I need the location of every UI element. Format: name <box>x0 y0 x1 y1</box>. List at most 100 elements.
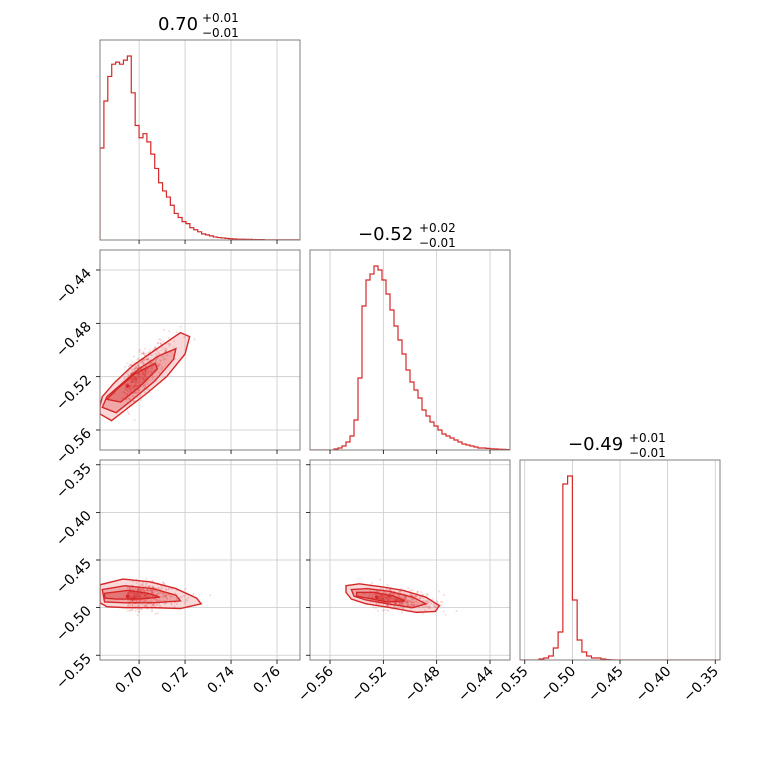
scatter-point <box>388 598 391 601</box>
scatter-point <box>140 360 143 363</box>
scatter-point <box>136 385 139 388</box>
scatter-point <box>132 377 135 380</box>
scatter-point <box>444 613 447 616</box>
scatter-point <box>159 342 162 345</box>
scatter-point <box>158 362 161 365</box>
scatter-point <box>404 598 407 601</box>
scatter-point <box>132 595 135 598</box>
scatter-point <box>425 600 428 603</box>
scatter-point <box>143 590 146 593</box>
scatter-point <box>130 363 133 366</box>
scatter-point <box>145 368 148 371</box>
scatter-point <box>132 378 135 381</box>
scatter-point <box>389 599 392 602</box>
scatter-point <box>155 599 158 602</box>
scatter-point <box>137 389 140 392</box>
scatter-point <box>129 389 132 392</box>
scatter-point <box>391 592 394 595</box>
scatter-point <box>382 596 385 599</box>
scatter-point <box>135 592 138 595</box>
scatter-point <box>155 603 158 606</box>
scatter-point <box>158 371 161 374</box>
scatter-point <box>144 604 147 607</box>
scatter-point <box>383 608 386 611</box>
scatter-point <box>389 597 392 600</box>
scatter-point <box>163 582 166 585</box>
scatter-point <box>145 358 148 361</box>
scatter-point <box>149 600 152 603</box>
scatter-point <box>136 366 139 369</box>
scatter-point <box>424 605 427 608</box>
scatter-point <box>160 368 163 371</box>
scatter-point <box>369 589 372 592</box>
scatter-point <box>141 595 144 598</box>
scatter-point <box>414 595 417 598</box>
scatter-point <box>192 592 195 595</box>
scatter-point <box>128 593 131 596</box>
scatter-point <box>137 610 140 613</box>
scatter-point <box>165 597 168 600</box>
scatter-point <box>408 603 411 606</box>
scatter-point <box>129 387 132 390</box>
scatter-point <box>145 589 148 592</box>
scatter-point <box>422 606 425 609</box>
panel-p3-vs-p2: −0.56 −0.52 −0.48 −0.44 <box>295 459 511 705</box>
scatter-point <box>130 594 133 597</box>
scatter-point <box>145 584 148 587</box>
scatter-point <box>153 592 156 595</box>
scatter-point <box>150 371 153 374</box>
scatter-point <box>387 596 390 599</box>
scatter-point <box>410 603 413 606</box>
scatter-point <box>399 590 402 593</box>
scatter-point <box>141 584 144 587</box>
scatter-point <box>145 593 148 596</box>
scatter-point <box>149 590 152 593</box>
scatter-point <box>137 366 140 369</box>
scatter-point <box>136 592 139 595</box>
scatter-point <box>412 598 415 601</box>
scatter-point <box>137 594 140 597</box>
title-p2: −0.52 +0.02 −0.01 <box>358 221 456 250</box>
scatter-point <box>135 594 138 597</box>
scatter-point <box>416 590 419 593</box>
scatter-point <box>151 585 154 588</box>
panel-p1-marginal <box>99 39 301 244</box>
scatter-point <box>440 600 443 603</box>
scatter-point <box>144 373 147 376</box>
scatter-point <box>135 600 138 603</box>
scatter-point <box>130 367 133 370</box>
scatter-point <box>136 381 139 384</box>
scatter-point <box>380 594 383 597</box>
scatter-point <box>141 377 144 380</box>
scatter-point <box>374 606 377 609</box>
scatter-point <box>128 591 131 594</box>
scatter-point <box>372 606 375 609</box>
scatter-point <box>131 599 134 602</box>
scatter-point <box>159 591 162 594</box>
scatter-point <box>139 375 142 378</box>
scatter-point <box>127 604 130 607</box>
scatter-point <box>379 578 382 581</box>
scatter-point <box>161 365 164 368</box>
scatter-point <box>147 388 150 391</box>
scatter-point <box>132 386 135 389</box>
scatter-point <box>128 591 131 594</box>
scatter-point <box>442 610 445 613</box>
scatter-point <box>131 379 134 382</box>
y-tick-label: −0.45 <box>53 556 95 598</box>
scatter-point <box>374 593 377 596</box>
scatter-point <box>155 590 158 593</box>
scatter-point <box>157 351 160 354</box>
scatter-point <box>151 375 154 378</box>
scatter-point <box>398 601 401 604</box>
scatter-point <box>123 376 126 379</box>
scatter-point <box>132 386 135 389</box>
scatter-point <box>141 372 144 375</box>
scatter-point <box>144 383 147 386</box>
scatter-point <box>411 594 414 597</box>
scatter-point <box>140 607 143 610</box>
scatter-point <box>131 599 134 602</box>
scatter-point <box>136 589 139 592</box>
scatter-point <box>412 603 415 606</box>
scatter-point <box>134 588 137 591</box>
